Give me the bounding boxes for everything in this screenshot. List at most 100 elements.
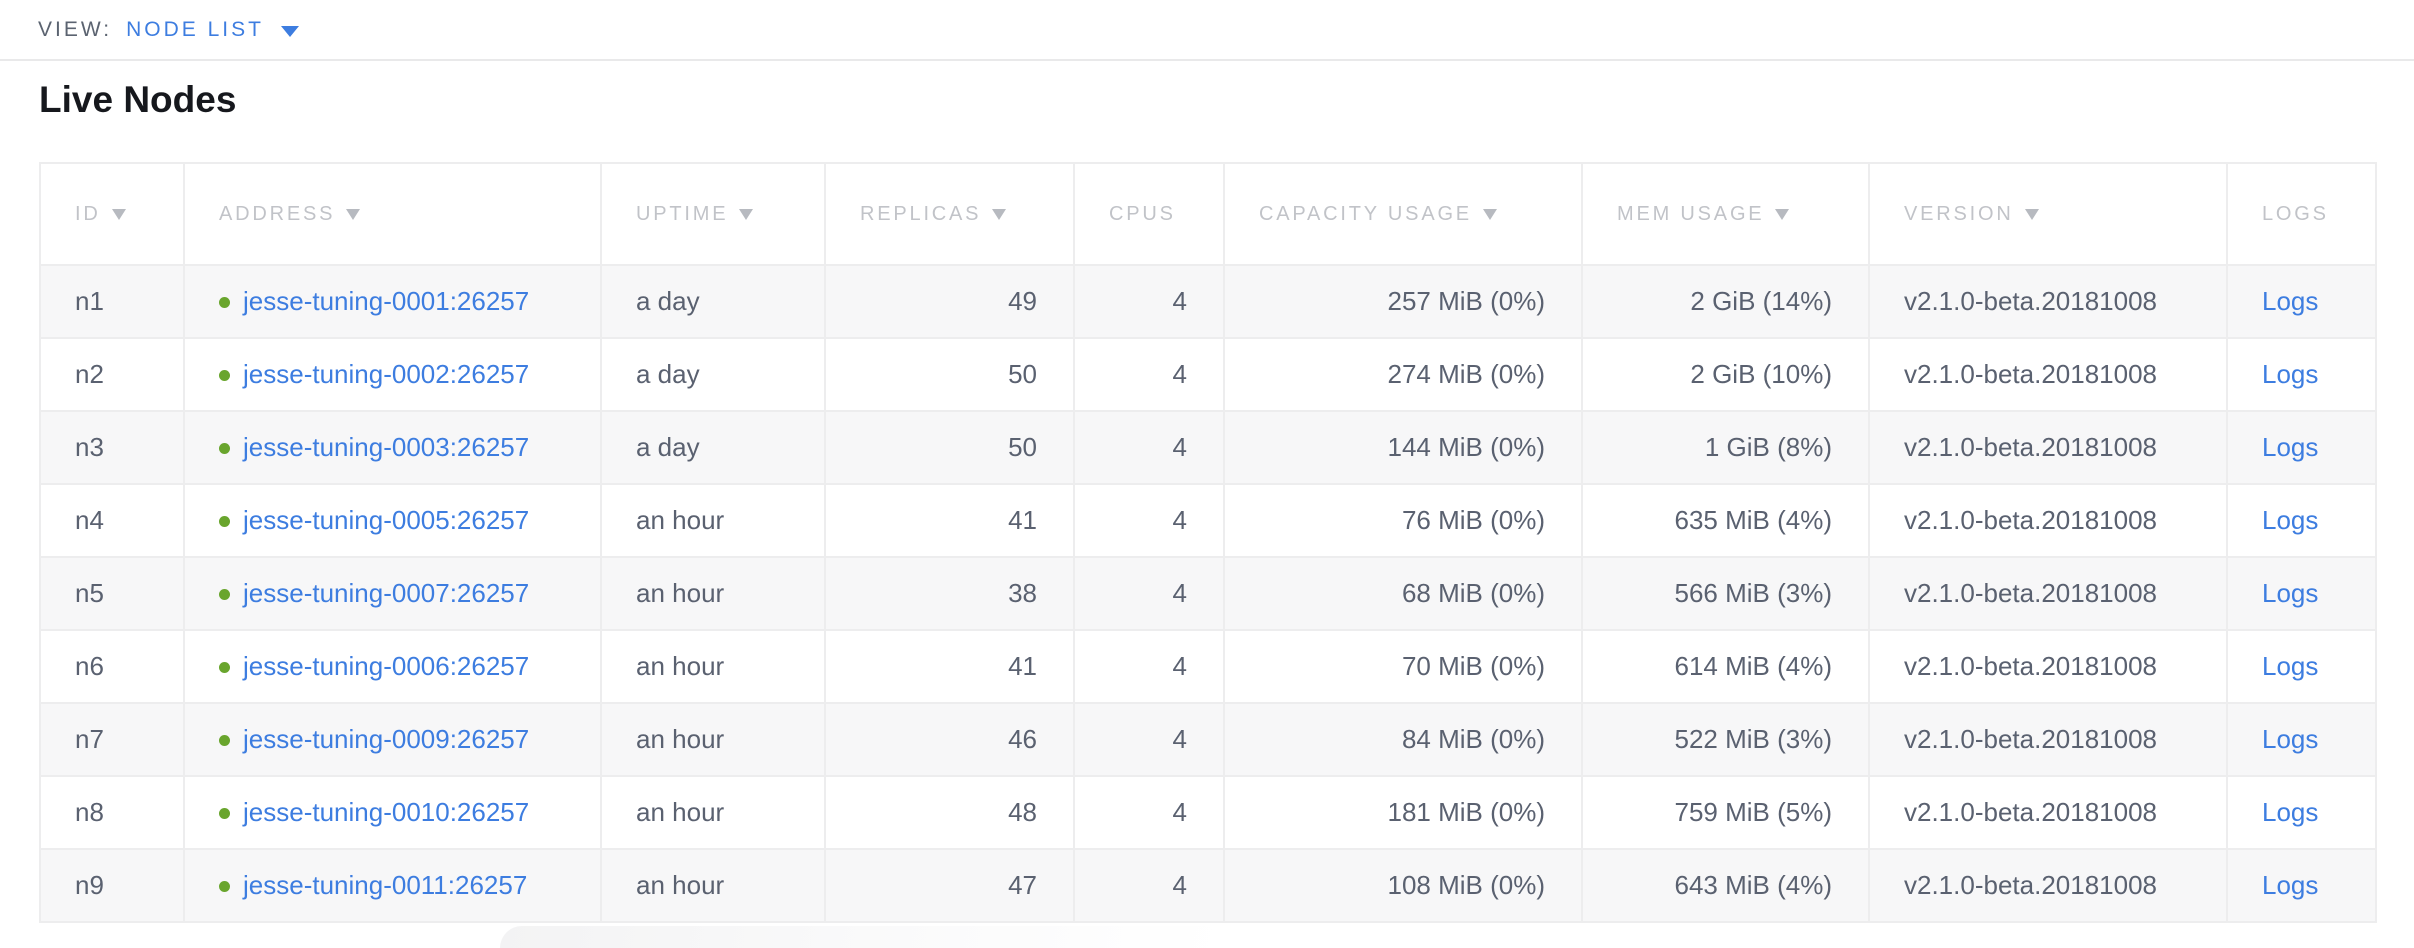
node-id-cell: n3 (39, 410, 185, 485)
table-row: n9 jesse-tuning-0011:26257 an hour 47 4 … (39, 848, 2377, 923)
next-card-shadow (500, 926, 1410, 948)
node-version-cell: v2.1.0-beta.20181008 (1868, 775, 2228, 850)
node-uptime-cell: a day (600, 264, 826, 339)
live-nodes-table: ID ADDRESS UPTIME REPLICAS CPUS CAPACITY USAG… (39, 162, 2377, 923)
view-selector[interactable]: NODE LIST (126, 18, 299, 42)
node-id-cell: n5 (39, 556, 185, 631)
node-capacity-cell: 181 MiB (0%) (1223, 775, 1583, 850)
node-address-link[interactable]: jesse-tuning-0005:26257 (243, 505, 530, 535)
node-replicas-cell: 38 (824, 556, 1075, 631)
node-address-link[interactable]: jesse-tuning-0010:26257 (243, 797, 530, 827)
node-uptime-cell: a day (600, 410, 826, 485)
column-label: MEM USAGE (1617, 202, 1765, 225)
logs-link[interactable]: Logs (2262, 432, 2319, 462)
column-header-version[interactable]: VERSION (1868, 162, 2228, 266)
logs-link[interactable]: Logs (2262, 724, 2319, 754)
health-dot-icon (219, 297, 230, 308)
node-replicas-cell: 48 (824, 775, 1075, 850)
node-uptime-cell: an hour (600, 483, 826, 558)
node-id-cell: n2 (39, 337, 185, 412)
node-address-link[interactable]: jesse-tuning-0001:26257 (243, 286, 530, 316)
table-row: n1 jesse-tuning-0001:26257 a day 49 4 25… (39, 264, 2377, 339)
node-version-cell: v2.1.0-beta.20181008 (1868, 264, 2228, 339)
logs-link[interactable]: Logs (2262, 578, 2319, 608)
node-address-cell: jesse-tuning-0011:26257 (183, 848, 602, 923)
node-capacity-cell: 68 MiB (0%) (1223, 556, 1583, 631)
node-id-cell: n9 (39, 848, 185, 923)
page-title: Live Nodes (39, 79, 237, 120)
column-label: CPUS (1109, 202, 1176, 225)
node-capacity-cell: 274 MiB (0%) (1223, 337, 1583, 412)
node-address-cell: jesse-tuning-0005:26257 (183, 483, 602, 558)
logs-link[interactable]: Logs (2262, 651, 2319, 681)
column-header-capacity[interactable]: CAPACITY USAGE (1223, 162, 1583, 266)
node-address-link[interactable]: jesse-tuning-0006:26257 (243, 651, 530, 681)
node-mem-cell: 566 MiB (3%) (1581, 556, 1870, 631)
column-label: UPTIME (636, 202, 729, 225)
node-logs-cell: Logs (2226, 702, 2377, 777)
node-address-link[interactable]: jesse-tuning-0011:26257 (243, 870, 528, 900)
node-replicas-cell: 50 (824, 337, 1075, 412)
node-cpus-cell: 4 (1073, 264, 1225, 339)
node-version-cell: v2.1.0-beta.20181008 (1868, 483, 2228, 558)
column-header-address[interactable]: ADDRESS (183, 162, 602, 266)
node-address-cell: jesse-tuning-0010:26257 (183, 775, 602, 850)
node-address-link[interactable]: jesse-tuning-0009:26257 (243, 724, 530, 754)
node-replicas-cell: 47 (824, 848, 1075, 923)
column-header-replicas[interactable]: REPLICAS (824, 162, 1075, 266)
column-label: REPLICAS (860, 202, 982, 225)
node-cpus-cell: 4 (1073, 629, 1225, 704)
logs-link[interactable]: Logs (2262, 870, 2319, 900)
node-version-cell: v2.1.0-beta.20181008 (1868, 337, 2228, 412)
node-mem-cell: 643 MiB (4%) (1581, 848, 1870, 923)
node-logs-cell: Logs (2226, 629, 2377, 704)
table-row: n4 jesse-tuning-0005:26257 an hour 41 4 … (39, 483, 2377, 558)
node-address-link[interactable]: jesse-tuning-0003:26257 (243, 432, 530, 462)
column-header-id[interactable]: ID (39, 162, 185, 266)
column-header-cpus: CPUS (1073, 162, 1225, 266)
node-uptime-cell: a day (600, 337, 826, 412)
node-logs-cell: Logs (2226, 483, 2377, 558)
node-uptime-cell: an hour (600, 629, 826, 704)
node-capacity-cell: 84 MiB (0%) (1223, 702, 1583, 777)
sort-desc-icon (739, 208, 754, 220)
node-version-cell: v2.1.0-beta.20181008 (1868, 556, 2228, 631)
health-dot-icon (219, 735, 230, 746)
column-label: VERSION (1904, 202, 2014, 225)
logs-link[interactable]: Logs (2262, 505, 2319, 535)
node-id-cell: n4 (39, 483, 185, 558)
node-replicas-cell: 41 (824, 629, 1075, 704)
column-header-mem[interactable]: MEM USAGE (1581, 162, 1870, 266)
table-row: n6 jesse-tuning-0006:26257 an hour 41 4 … (39, 629, 2377, 704)
view-bar: VIEW: NODE LIST (0, 0, 2414, 61)
node-capacity-cell: 70 MiB (0%) (1223, 629, 1583, 704)
column-header-uptime[interactable]: UPTIME (600, 162, 826, 266)
node-mem-cell: 635 MiB (4%) (1581, 483, 1870, 558)
sort-desc-icon (346, 208, 361, 220)
health-dot-icon (219, 443, 230, 454)
logs-link[interactable]: Logs (2262, 359, 2319, 389)
node-capacity-cell: 76 MiB (0%) (1223, 483, 1583, 558)
node-version-cell: v2.1.0-beta.20181008 (1868, 410, 2228, 485)
node-id-cell: n6 (39, 629, 185, 704)
node-mem-cell: 759 MiB (5%) (1581, 775, 1870, 850)
node-mem-cell: 1 GiB (8%) (1581, 410, 1870, 485)
node-cpus-cell: 4 (1073, 483, 1225, 558)
node-replicas-cell: 46 (824, 702, 1075, 777)
node-id-cell: n7 (39, 702, 185, 777)
node-address-link[interactable]: jesse-tuning-0002:26257 (243, 359, 530, 389)
logs-link[interactable]: Logs (2262, 286, 2319, 316)
logs-link[interactable]: Logs (2262, 797, 2319, 827)
node-capacity-cell: 257 MiB (0%) (1223, 264, 1583, 339)
node-capacity-cell: 108 MiB (0%) (1223, 848, 1583, 923)
node-address-link[interactable]: jesse-tuning-0007:26257 (243, 578, 530, 608)
column-label: CAPACITY USAGE (1259, 202, 1472, 225)
node-replicas-cell: 49 (824, 264, 1075, 339)
view-selected-value: NODE LIST (126, 17, 264, 41)
health-dot-icon (219, 662, 230, 673)
column-label: LOGS (2262, 202, 2329, 225)
node-version-cell: v2.1.0-beta.20181008 (1868, 702, 2228, 777)
node-logs-cell: Logs (2226, 848, 2377, 923)
node-logs-cell: Logs (2226, 264, 2377, 339)
column-label: ID (75, 202, 101, 225)
